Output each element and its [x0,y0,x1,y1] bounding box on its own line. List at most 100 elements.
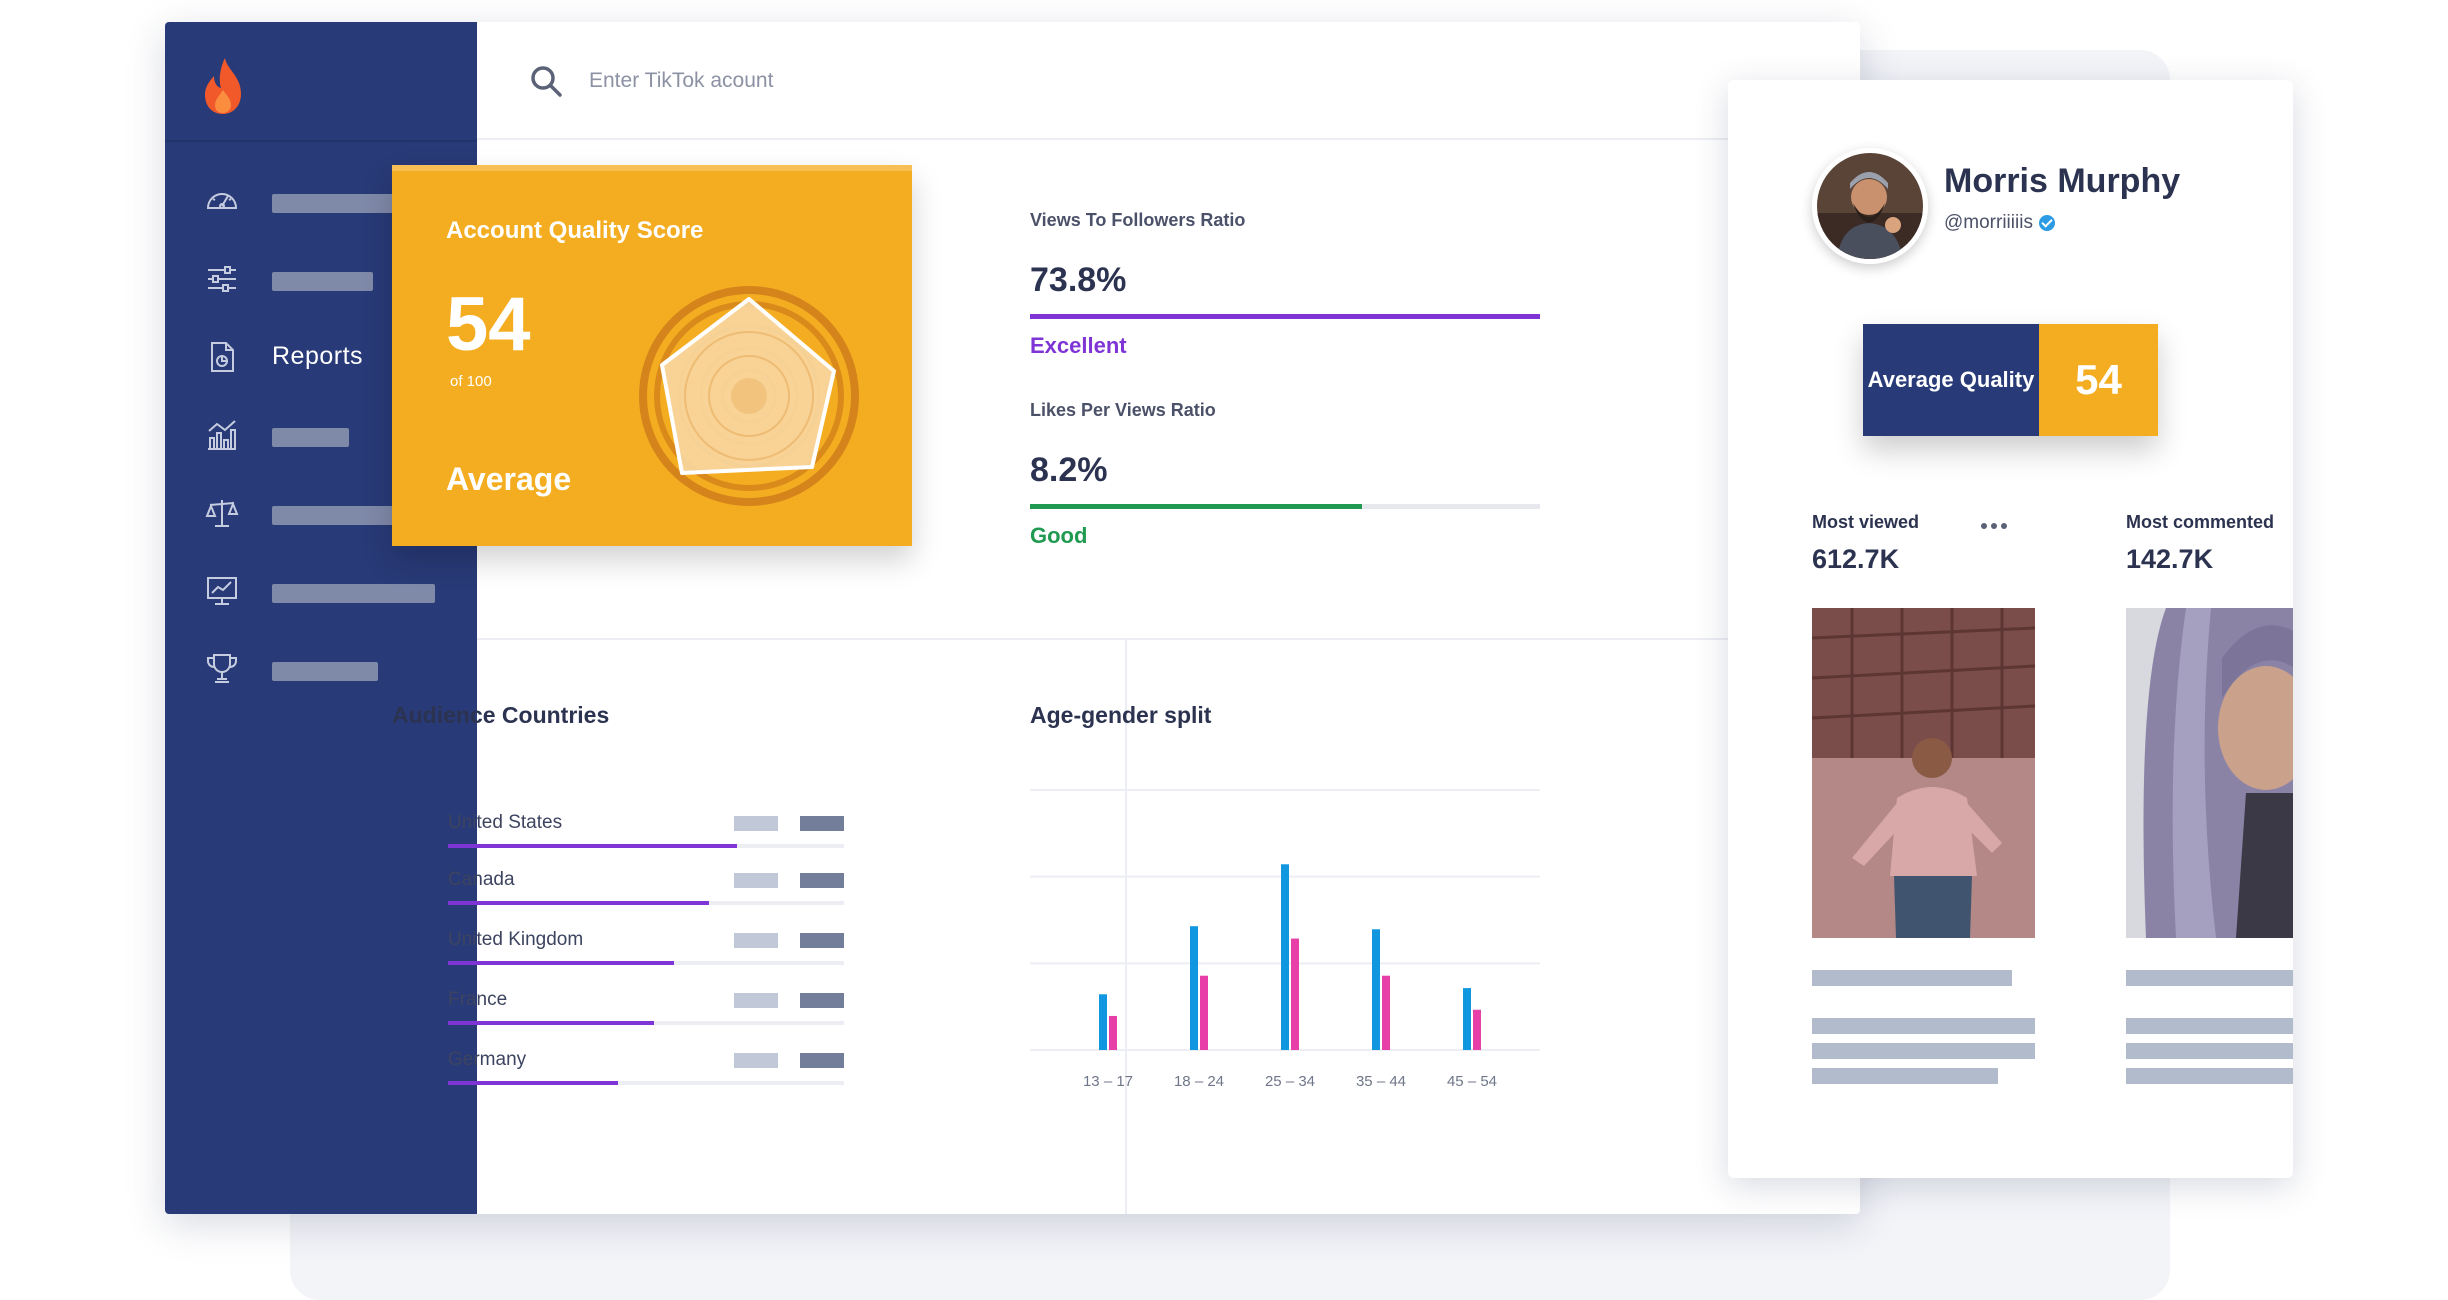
country-bar-track [448,961,844,965]
sidebar-item-rankings[interactable] [165,630,477,708]
post-text-placeholder [2126,970,2293,986]
metric-progress-track [1030,504,1540,509]
country-name: United States [448,812,563,833]
metric-value: 73.8% [1030,261,1127,299]
country-bar-track [448,1081,844,1085]
flame-icon[interactable] [201,56,245,116]
most-commented-thumbnail[interactable] [2126,608,2293,938]
likes-views-metric: Likes Per Views Ratio 8.2% Good [1030,400,1540,549]
bar-series-b-0[interactable] [1109,1015,1117,1050]
quality-radar-chart [639,286,859,506]
bar-series-b-1[interactable] [1200,975,1208,1050]
sidebar-item-filters[interactable] [165,240,477,318]
search-icon[interactable] [529,64,563,98]
legend-swatch [800,993,844,1008]
average-quality-badge: Average Quality 54 [1863,324,2158,436]
metric-title: Views To Followers Ratio [1030,210,1246,230]
sidebar-item-compare[interactable] [165,474,477,552]
legend-swatch [734,993,778,1008]
most-viewed-value: 612.7K [1812,544,1900,574]
most-commented-label: Most commented [2126,512,2275,532]
most-viewed-label: Most viewed [1812,512,1920,532]
top-bar [477,22,1860,140]
post-text-placeholder [1812,1043,2035,1059]
average-quality-score: 54 [2039,324,2158,436]
bar-series-a-3[interactable] [1372,929,1380,1050]
country-bar-track [448,901,844,905]
country-bar-fill [448,1021,654,1025]
avatar[interactable] [1812,148,1928,264]
country-row[interactable]: United States [448,812,848,870]
profile-card: Morris Murphy @morriiiiis Average Qualit… [1728,80,2293,1178]
profile-name: Morris Murphy [1944,162,2181,200]
post-photo [1812,608,2035,938]
country-bar-track [448,844,844,848]
scales-compare-icon [205,500,239,527]
nav-label-placeholder [272,506,421,525]
account-quality-card[interactable]: Account Quality Score 54 of 100 Average [392,165,912,546]
post-text-placeholder [1812,1068,1998,1084]
bar-series-a-4[interactable] [1463,988,1471,1050]
country-bar-fill [448,901,709,905]
bar-series-a-2[interactable] [1281,864,1289,1050]
metric-value: 8.2% [1030,451,1108,489]
profile-handle: @morriiiiis [1944,212,2033,233]
report-file-icon [211,342,234,372]
sidebar-item-reports[interactable]: Reports [165,318,477,396]
verified-check-icon [2038,214,2055,231]
country-bar-track [448,1021,844,1025]
legend-swatch [734,873,778,888]
nav-label-placeholder [272,194,421,213]
bar-series-b-2[interactable] [1291,938,1299,1050]
country-row[interactable]: Canada [448,869,848,927]
dashboard-icon [206,193,238,209]
legend-swatch [800,1053,844,1068]
section-divider [477,638,1860,640]
post-text-placeholder [2126,1043,2293,1059]
nav-label-placeholder [272,272,373,291]
bar-series-b-4[interactable] [1473,1009,1481,1050]
nav-label-placeholder [272,428,349,447]
sidebar-item-analytics[interactable] [165,396,477,474]
country-row[interactable]: United Kingdom [448,929,848,987]
legend-swatch [734,933,778,948]
country-bar-fill [448,961,674,965]
country-name: Germany [448,1049,527,1070]
age-gender-bar-chart: 13 – 17 18 – 24 25 – 34 35 – 44 45 – 54 [1030,789,1540,1090]
legend-swatch [800,933,844,948]
sidebar-item-trends[interactable] [165,552,477,630]
metric-title: Likes Per Views Ratio [1030,400,1216,420]
quality-score-max: of 100 [450,373,492,390]
country-row[interactable]: Germany [448,1049,848,1107]
more-options-icon[interactable] [1980,522,2008,530]
bar-series-b-3[interactable] [1382,975,1390,1050]
trophy-icon [207,654,237,683]
x-tick-label: 25 – 34 [1265,1073,1315,1090]
bar-series-a-0[interactable] [1099,994,1107,1050]
average-quality-label: Average Quality [1863,324,2039,436]
x-tick-label: 18 – 24 [1174,1073,1224,1090]
country-bar-fill [448,1081,618,1085]
metric-grade: Excellent [1030,333,1127,358]
avatar-photo [1817,153,1923,259]
metric-progress-fill [1030,314,1540,319]
legend-swatch [734,816,778,831]
audience-countries-title: Audience Countries [392,702,610,728]
post-photo [2126,608,2293,938]
most-viewed-thumbnail[interactable] [1812,608,2035,938]
post-text-placeholder [1812,970,2012,986]
most-commented-value: 142.7K [2126,544,2214,574]
country-row[interactable]: France [448,989,848,1047]
age-gender-title: Age-gender split [1030,702,1212,728]
nav-label-placeholder [272,584,435,603]
sidebar-item-dashboard[interactable] [165,162,477,240]
legend-swatch [734,1053,778,1068]
monitor-trend-icon [207,577,237,605]
logo-area [165,22,477,142]
country-bar-fill [448,844,737,848]
profile-handle-row: @morriiiiis [1944,212,2055,234]
bar-series-a-1[interactable] [1190,926,1198,1050]
legend-swatch [800,816,844,831]
post-text-placeholder [2126,1068,2293,1084]
search-input[interactable] [587,58,1191,104]
